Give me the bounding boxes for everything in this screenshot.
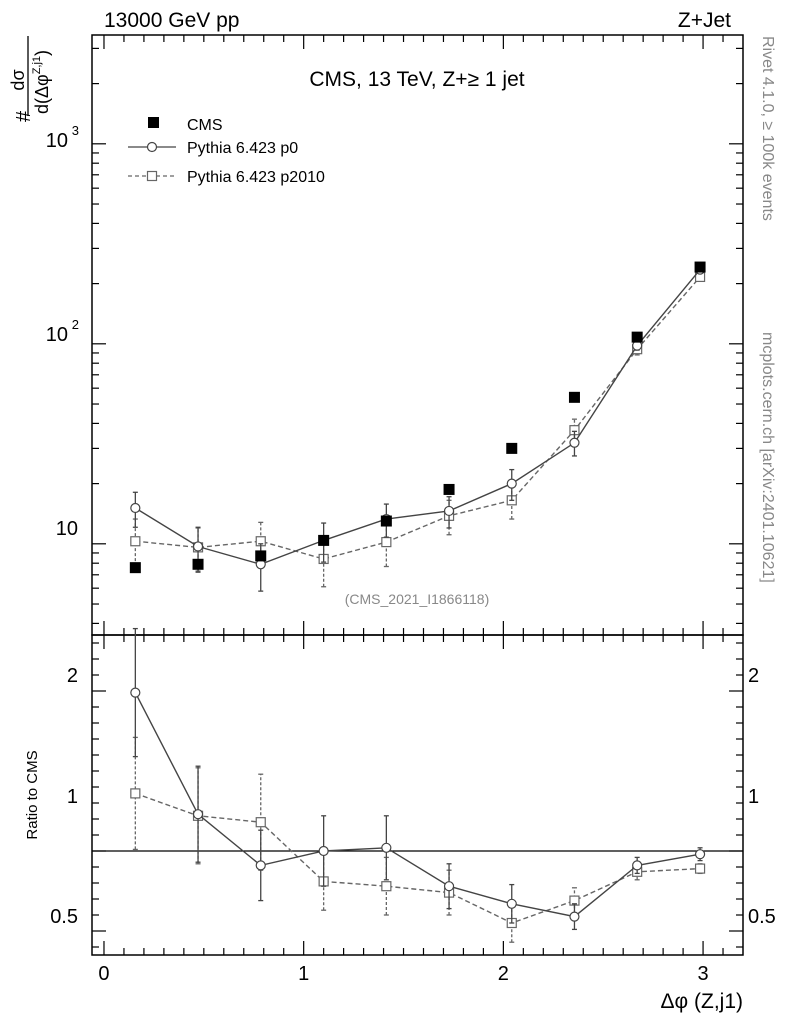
ratio-ytick-left-2: 2 (67, 665, 78, 687)
upper-line-open-square (135, 276, 701, 560)
ratio-p2010-point-0 (130, 788, 141, 799)
upper-p0-point-5 (443, 505, 455, 517)
upper-cms-point-2 (255, 550, 267, 562)
plot-title: CMS, 13 TeV, Z+≥ 1 jet (309, 68, 524, 91)
upper-cms-point-7 (568, 391, 580, 403)
xtick-labels: 0 1 2 3 (98, 963, 708, 985)
upper-ytick-labels: 10 10 2 10 3 (46, 123, 79, 540)
legend: CMS Pythia 6.423 p0 Pythia 6.423 p2010 (128, 117, 325, 186)
xtick-label-3: 3 (697, 963, 708, 985)
ratio-ylabel: Ratio to CMS (24, 750, 41, 839)
lower-ytick-labels: 0.5 1 2 0.5 1 2 (50, 665, 776, 928)
ytick-exponent-1000: 3 (72, 123, 79, 138)
ratio-p0-point-3 (318, 845, 329, 857)
upper-cms-point-5 (443, 483, 455, 495)
upper-cms-point-8 (631, 331, 643, 343)
upper-cms-point-1 (192, 558, 204, 570)
ytick-label-100: 10 (46, 324, 68, 346)
xtick-label-0: 0 (98, 963, 109, 985)
upper-ylabel: # dσ d(ΔφZ,j1) (8, 36, 52, 122)
ytick-exponent-100: 2 (72, 317, 79, 332)
ratio-line-open-circle (134, 692, 701, 918)
ytick-label-10: 10 (56, 518, 78, 540)
ratio-p0-point-1 (192, 809, 204, 820)
upper-p2010-point-0 (130, 536, 141, 547)
ytick-label-1000: 10 (46, 130, 68, 152)
upper-cms-point-0 (129, 562, 141, 574)
upper-cms-point-9 (694, 261, 706, 273)
axis-ticks (92, 35, 743, 955)
header-left: 13000 GeV pp (104, 9, 239, 32)
upper-p2010-point-4 (381, 536, 392, 548)
ratio-p2010-point-4 (381, 881, 392, 892)
ratio-p0-point-4 (381, 842, 392, 853)
ratio-line-open-square (135, 792, 701, 924)
ratio-ytick-right-1: 1 (748, 786, 759, 808)
upper-p0-point-7 (569, 437, 580, 448)
ratio-p0-point-7 (569, 911, 580, 922)
ratio-ytick-right-0: 0.5 (748, 906, 776, 928)
ratio-ytick-left-1: 1 (67, 786, 78, 808)
mcplots-label: mcplots.cern.ch [arXiv:2401.10621] (759, 332, 776, 583)
legend-cms-label: CMS (187, 117, 223, 134)
legend-p2010-label: Pythia 6.423 p2010 (187, 169, 325, 186)
ratio-p0-point-9 (694, 849, 706, 860)
lower-data-marks (130, 627, 706, 943)
ratio-p2010-point-9 (694, 863, 706, 874)
ratio-ytick-right-2: 2 (748, 665, 759, 687)
upper-cms-point-4 (380, 515, 392, 527)
header-right: Z+Jet (678, 9, 731, 32)
legend-p0-marker (146, 141, 158, 153)
ylabel-denominator: d(ΔφZ,j1) (31, 50, 52, 114)
ylabel-hash: # (13, 110, 35, 122)
ratio-p2010-point-2 (255, 817, 266, 828)
upper-p0-point-0 (130, 502, 141, 514)
ratio-p0-point-0 (130, 687, 141, 698)
rivet-version-label: Rivet 4.1.0, ≥ 100k events (759, 36, 776, 221)
xtick-label-1: 1 (298, 963, 309, 985)
upper-p0-point-1 (192, 541, 204, 552)
ratio-p0-point-6 (506, 898, 517, 909)
lower-panel-frame (91, 634, 744, 956)
ratio-p0-point-8 (632, 860, 643, 871)
upper-cms-point-6 (506, 442, 518, 454)
ratio-p0-point-5 (443, 881, 455, 892)
upper-data-marks (129, 261, 706, 592)
analysis-watermark: (CMS_2021_I1866118) (345, 591, 490, 607)
upper-line-open-circle (134, 269, 701, 566)
upper-p0-point-6 (506, 478, 517, 489)
legend-cms-marker (148, 117, 159, 128)
ylabel-numerator: dσ (8, 69, 28, 90)
xtick-label-2: 2 (498, 963, 509, 985)
upper-cms-point-3 (318, 534, 330, 546)
legend-p0-label: Pythia 6.423 p0 (187, 140, 298, 157)
ratio-ytick-left-0: 0.5 (50, 906, 78, 928)
legend-p2010-marker (146, 170, 158, 182)
ratio-p0-point-2 (255, 860, 266, 871)
xlabel: Δφ (Z,j1) (661, 990, 743, 1013)
